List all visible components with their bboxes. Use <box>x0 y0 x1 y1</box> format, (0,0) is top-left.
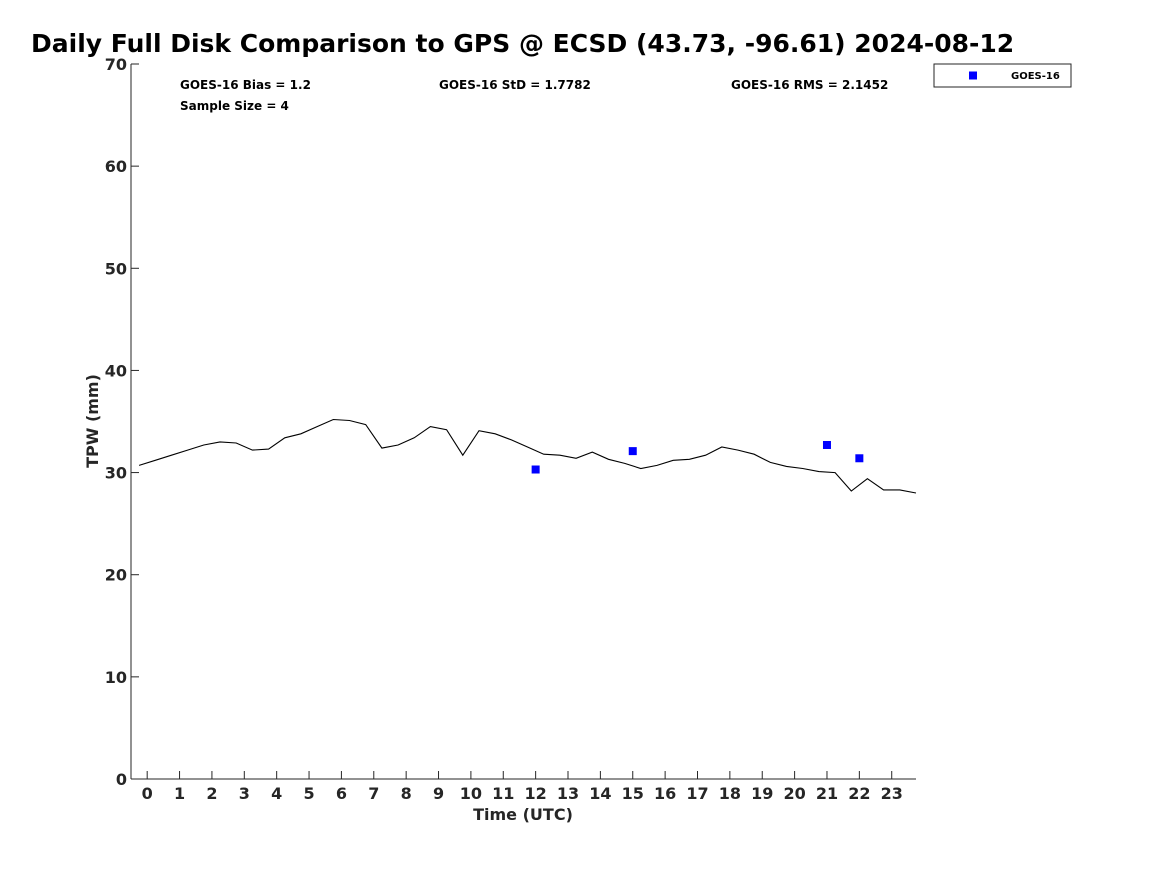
x-tick-label: 0 <box>142 784 153 803</box>
sample-size-stat: Sample Size = 4 <box>180 99 289 113</box>
y-tick-label: 60 <box>105 157 127 176</box>
x-tick-label: 5 <box>303 784 314 803</box>
y-tick-label: 0 <box>116 770 127 789</box>
chart-title: Daily Full Disk Comparison to GPS @ ECSD… <box>31 29 1014 58</box>
y-tick-label: 40 <box>105 361 127 380</box>
x-ticks: 0 1 2 3 4 5 6 7 8 9 10 11 12 13 14 15 16 17 18 19 20 21 22 23 <box>142 771 903 803</box>
x-tick-label: 13 <box>557 784 579 803</box>
x-axis-label: Time (UTC) <box>473 805 573 824</box>
x-tick-label: 12 <box>525 784 547 803</box>
rms-stat: GOES-16 RMS = 2.1452 <box>731 78 888 92</box>
x-tick-label: 21 <box>816 784 838 803</box>
bias-stat: GOES-16 Bias = 1.2 <box>180 78 311 92</box>
goes16-point <box>531 465 540 474</box>
std-stat: GOES-16 StD = 1.7782 <box>439 78 591 92</box>
x-tick-label: 2 <box>206 784 217 803</box>
legend-marker <box>969 71 977 80</box>
x-tick-label: 1 <box>174 784 185 803</box>
x-tick-label: 10 <box>460 784 482 803</box>
x-tick-label: 3 <box>239 784 250 803</box>
x-tick-label: 14 <box>589 784 611 803</box>
x-tick-label: 4 <box>271 784 282 803</box>
x-tick-label: 17 <box>686 784 708 803</box>
x-tick-label: 8 <box>401 784 412 803</box>
y-tick-label: 50 <box>105 259 127 278</box>
x-tick-label: 20 <box>783 784 805 803</box>
legend-box <box>933 63 1072 88</box>
x-tick-label: 11 <box>492 784 514 803</box>
y-tick-label: 30 <box>105 464 127 483</box>
series-layer <box>138 418 917 494</box>
x-tick-label: 23 <box>881 784 903 803</box>
gps-tpw-line <box>138 418 917 494</box>
x-tick-label: 6 <box>336 784 347 803</box>
goes16-point <box>822 440 831 449</box>
y-axis-label: TPW (mm) <box>83 374 102 468</box>
x-tick-label: 16 <box>654 784 676 803</box>
x-tick-label: 18 <box>719 784 741 803</box>
y-tick-label: 70 <box>105 55 127 74</box>
x-tick-label: 15 <box>622 784 644 803</box>
y-tick-label: 10 <box>105 668 127 687</box>
x-tick-label: 7 <box>368 784 379 803</box>
y-tick-label: 20 <box>105 566 127 585</box>
x-tick-label: 22 <box>848 784 870 803</box>
y-ticks: 0 10 20 30 40 50 60 70 <box>105 55 139 789</box>
legend: GOES-16 <box>933 63 1072 88</box>
goes16-point <box>628 447 637 456</box>
plot-area <box>130 64 916 780</box>
legend-label: GOES-16 <box>1011 71 1060 82</box>
goes16-point <box>855 454 864 463</box>
x-tick-label: 9 <box>433 784 444 803</box>
x-tick-label: 19 <box>751 784 773 803</box>
